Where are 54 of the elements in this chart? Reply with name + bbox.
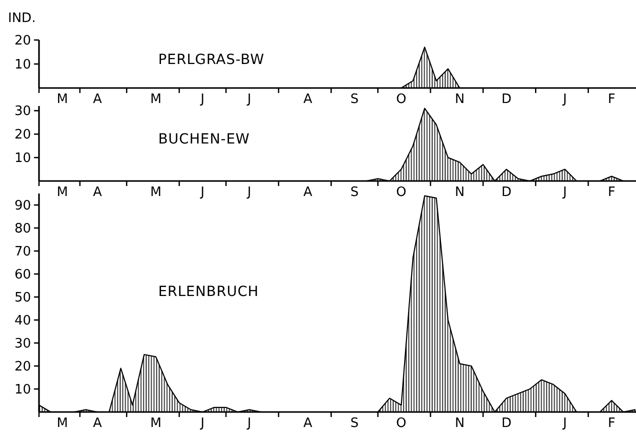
x-tick-label: J — [562, 185, 567, 200]
x-tick-label: N — [454, 416, 465, 431]
y-tick-label: 90 — [14, 198, 31, 214]
x-tick-label: N — [454, 185, 465, 200]
y-tick-label: 80 — [14, 222, 31, 237]
x-tick-label: N — [454, 92, 465, 107]
x-tick-label: F — [608, 185, 616, 200]
x-tick-label: O — [396, 416, 406, 431]
x-tick-label: J — [246, 92, 252, 107]
x-tick-label: A — [92, 92, 102, 107]
x-tick-label: A — [92, 416, 102, 431]
x-tick-label: J — [200, 92, 205, 107]
y-tick-label: 20 — [14, 128, 31, 143]
x-tick-label: O — [396, 92, 406, 107]
x-tick-label: S — [350, 185, 359, 200]
y-tick-label: 30 — [14, 104, 31, 120]
y-tick-label: 50 — [14, 290, 31, 306]
x-tick-label: J — [200, 416, 205, 431]
y-tick-label: 10 — [14, 151, 31, 166]
x-tick-label: D — [501, 92, 512, 107]
y-tick-label: 20 — [14, 34, 31, 49]
y-tick-label: 60 — [14, 268, 31, 283]
x-tick-label: F — [608, 416, 616, 431]
x-tick-label: O — [396, 185, 406, 200]
x-tick-label: M — [56, 92, 68, 107]
x-tick-label: M — [150, 185, 162, 200]
y-tick-label: 20 — [14, 360, 31, 375]
x-tick-label: J — [246, 416, 252, 431]
x-tick-label: M — [56, 185, 68, 200]
x-tick-label: J — [200, 185, 205, 200]
x-tick-label: M — [150, 92, 162, 107]
y-tick-label: 70 — [14, 244, 31, 260]
x-tick-label: A — [303, 185, 312, 200]
x-tick-label: A — [303, 92, 312, 107]
x-tick-label: J — [562, 92, 567, 107]
text: ERLENBRUCH — [158, 284, 259, 300]
y-tick-label: 30 — [14, 336, 31, 352]
x-tick-label: M — [56, 416, 68, 431]
x-tick-label: S — [350, 92, 359, 107]
x-tick-label: A — [92, 185, 102, 200]
x-tick-label: J — [246, 185, 252, 200]
text: BUCHEN-EW — [158, 132, 250, 148]
x-tick-label: M — [150, 416, 162, 431]
x-tick-label: D — [501, 416, 512, 431]
x-tick-label: S — [350, 416, 359, 431]
x-tick-label: F — [608, 92, 616, 107]
y-tick-label: 40 — [14, 314, 31, 329]
y-axis-title: IND. — [8, 11, 36, 26]
y-tick-label: 10 — [14, 382, 31, 398]
x-tick-label: A — [303, 416, 312, 431]
x-tick-label: D — [501, 185, 512, 200]
y-tick-label: 10 — [14, 58, 31, 73]
x-tick-label: J — [562, 416, 567, 431]
text: PERLGRAS-BW — [158, 52, 264, 68]
